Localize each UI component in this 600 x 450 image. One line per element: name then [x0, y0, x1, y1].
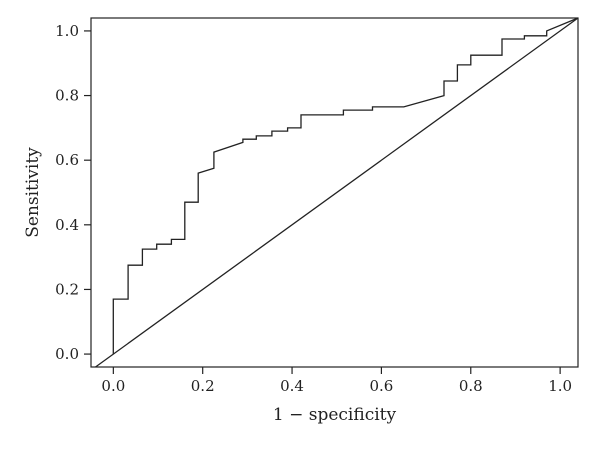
- y-tick-label: 0.4: [55, 216, 79, 234]
- y-axis-ticks: 0.0 0.2 0.4 0.6 0.8 1.0: [55, 22, 91, 363]
- x-tick-label: 0.4: [280, 377, 304, 395]
- y-tick-label: 0.8: [55, 87, 79, 105]
- x-tick-label: 0.2: [191, 377, 215, 395]
- roc-curve-line: [112, 17, 579, 355]
- y-axis-label: Sensitivity: [23, 147, 43, 238]
- reference-diagonal-line: [95, 17, 579, 368]
- plot-lines: [95, 17, 579, 368]
- y-tick-label: 0.0: [55, 345, 79, 363]
- x-tick-label: 0.8: [459, 377, 483, 395]
- x-axis-ticks: 0.0 0.2 0.4 0.6 0.8 1.0: [101, 367, 572, 395]
- y-tick-label: 1.0: [55, 22, 79, 40]
- y-tick-label: 0.6: [55, 151, 79, 169]
- y-tick-label: 0.2: [55, 280, 79, 298]
- x-tick-label: 0.6: [369, 377, 393, 395]
- x-axis-label: 1 − specificity: [273, 405, 397, 425]
- x-tick-label: 1.0: [548, 377, 572, 395]
- plot-frame: [90, 17, 579, 368]
- x-tick-label: 0.0: [101, 377, 125, 395]
